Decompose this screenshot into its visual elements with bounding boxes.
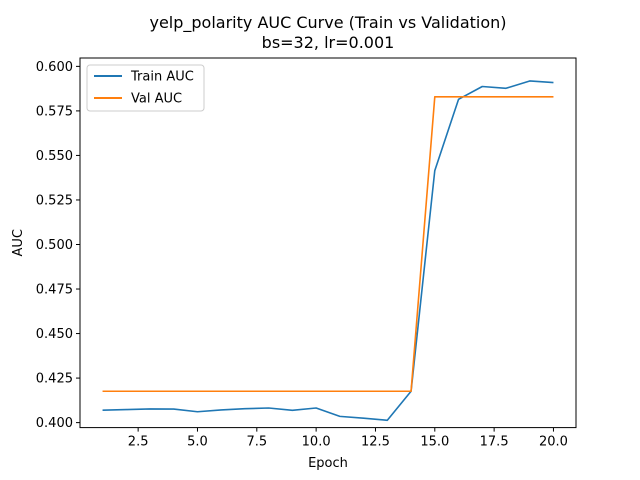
y-tick-label: 0.450 [36,327,73,342]
series-layer [102,80,554,422]
y-tick-label: 0.525 [36,193,73,208]
x-tick-label: 12.5 [361,435,390,450]
series-line-val-auc [102,96,554,393]
series-line-train-auc [102,80,554,422]
plot-area [79,57,577,429]
x-tick-label: 10.0 [302,435,331,450]
y-axis-label: AUC [11,229,26,256]
x-tick-label: 2.5 [128,435,149,450]
y-tick-label: 0.550 [36,149,73,164]
y-tick-label: 0.600 [36,60,73,75]
plot-frame [79,57,577,429]
x-tick-label: 7.5 [246,435,267,450]
chart-subtitle: bs=32, lr=0.001 [262,33,395,52]
x-axis-ticks: 2.5 5.0 7.5 10.0 12.5 15.0 17.5 20.0 [128,427,568,450]
y-tick-label: 0.575 [36,104,73,119]
x-tick-label: 15.0 [420,435,449,450]
x-tick-label: 20.0 [539,435,568,450]
y-axis-ticks: 0.400 0.425 0.450 0.475 0.500 0.525 0.550 0.575… [36,60,80,431]
y-tick-label: 0.400 [36,416,73,431]
x-tick-label: 5.0 [187,435,208,450]
legend-label-val: Val AUC [131,92,182,107]
y-tick-label: 0.475 [36,283,73,298]
y-tick-label: 0.425 [36,372,73,387]
x-tick-label: 17.5 [480,435,509,450]
legend-label-train: Train AUC [130,70,194,85]
y-tick-label: 0.500 [36,238,73,253]
chart-title: yelp_polarity AUC Curve (Train vs Valida… [149,13,506,33]
x-axis-label: Epoch [308,456,348,471]
legend: Train AUC Val AUC [86,64,205,112]
